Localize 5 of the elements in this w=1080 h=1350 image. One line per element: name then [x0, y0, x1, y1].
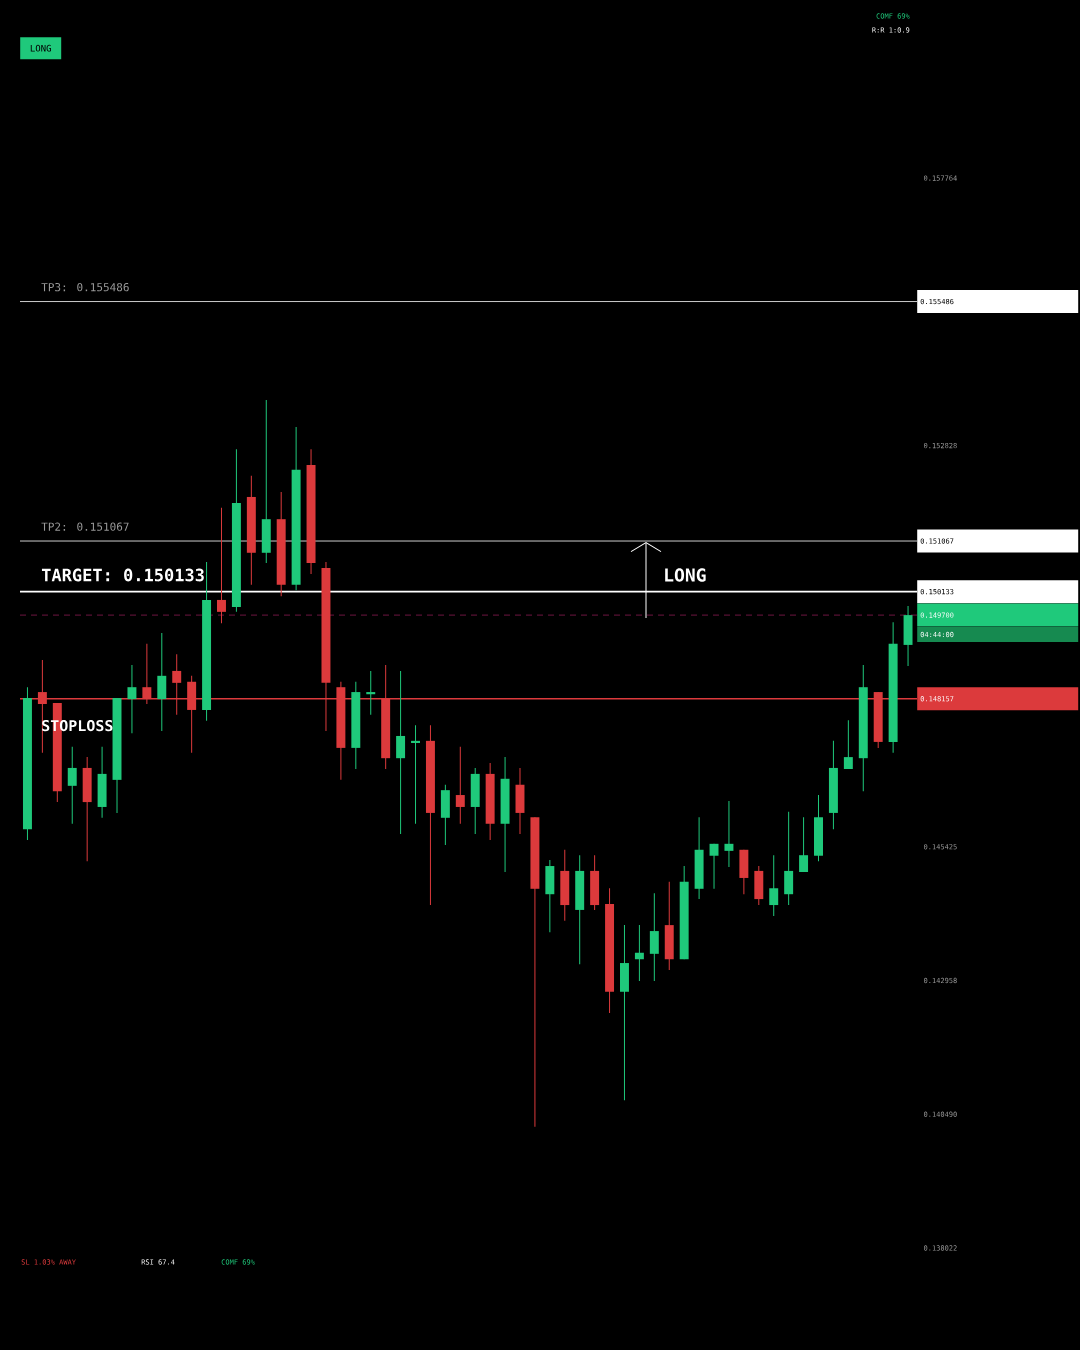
- annotation: LONG: [30, 44, 51, 52]
- annotation: TP3: 0.155486: [41, 283, 129, 292]
- annotation: TP2: 0.151067: [41, 522, 129, 531]
- annotation: LONG: [665, 568, 706, 582]
- annotation: TARGET: 0.150133: [41, 568, 204, 582]
